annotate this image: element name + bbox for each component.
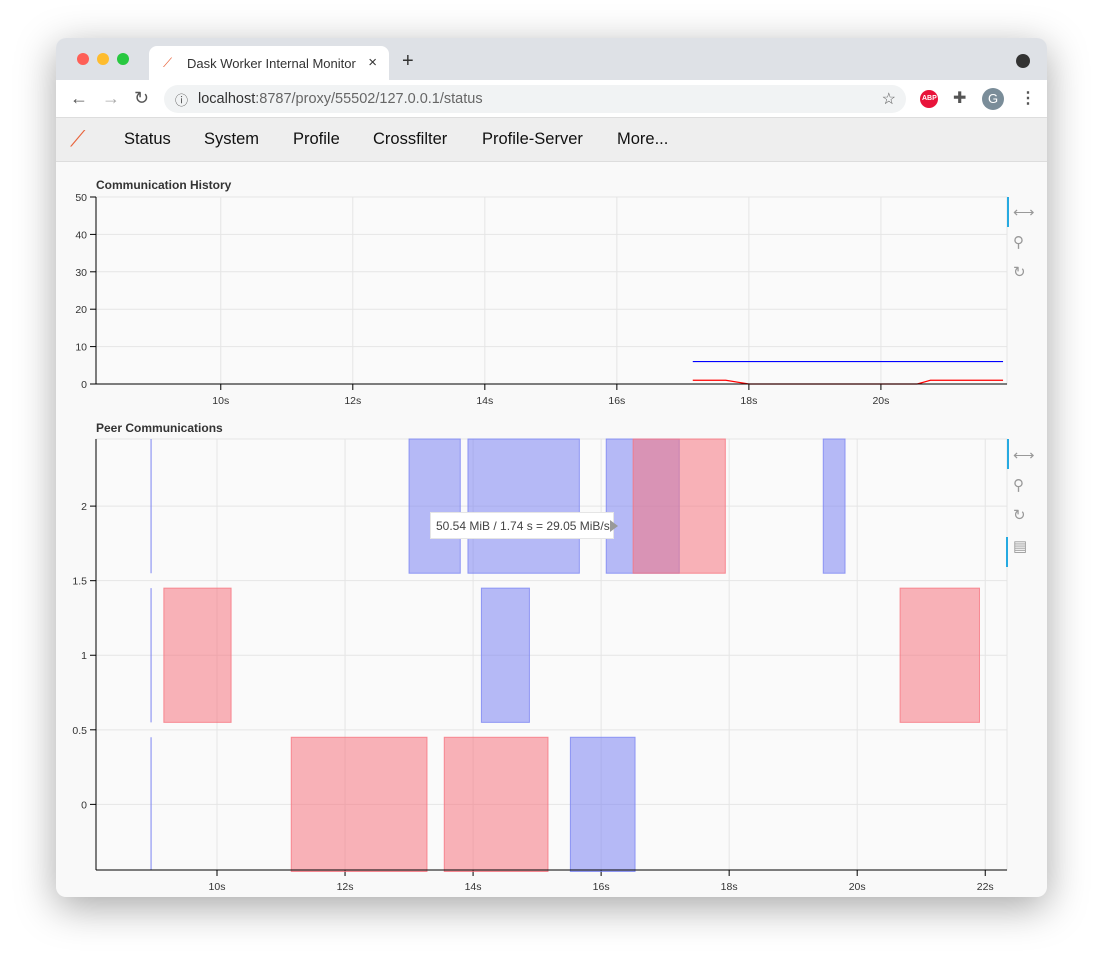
- x-tick-label: 16s: [593, 881, 610, 893]
- y-tick-label: 30: [75, 267, 87, 279]
- reset-tool-icon[interactable]: ↻: [1013, 264, 1026, 281]
- browser-tab[interactable]: ⟋ Dask Worker Internal Monitor ×: [149, 46, 389, 80]
- y-tick-label: 1: [81, 650, 87, 662]
- wheel-zoom-tool-icon[interactable]: ⚲: [1013, 477, 1024, 494]
- pan-tool-icon[interactable]: ⟷: [1013, 447, 1035, 464]
- x-tick-label: 18s: [740, 395, 757, 407]
- plot-area: [95, 196, 1008, 385]
- hover-tooltip: 50.54 MiB / 1.74 s = 29.05 MiB/s: [430, 512, 618, 539]
- y-tick-label: 1.5: [72, 576, 87, 588]
- transfer-rect-send: [632, 438, 726, 574]
- y-tick-label: 0.5: [72, 725, 87, 737]
- dask-favicon-icon: ⟋: [163, 55, 173, 70]
- x-tick-label: 10s: [209, 881, 226, 893]
- x-tick-label: 20s: [849, 881, 866, 893]
- chart-title-communication-history: Communication History: [96, 178, 232, 192]
- maximize-window-button[interactable]: [117, 53, 129, 65]
- transfer-rect-recv: [467, 438, 580, 574]
- nav-system[interactable]: System: [204, 130, 260, 148]
- nav-status[interactable]: Status: [124, 130, 171, 148]
- y-tick-label: 0: [81, 379, 87, 391]
- y-tick-label: 40: [75, 229, 87, 241]
- x-tick-label: 16s: [608, 395, 625, 407]
- x-tick-label: 12s: [337, 881, 354, 893]
- new-tab-icon[interactable]: +: [402, 50, 414, 72]
- y-tick-label: 2: [81, 501, 87, 513]
- transfer-rect-send: [163, 587, 232, 723]
- tab-title: Dask Worker Internal Monitor: [187, 56, 356, 71]
- transfer-rect-recv: [408, 438, 461, 574]
- transfer-rect-send: [443, 736, 549, 872]
- transfer-rect-send: [290, 736, 428, 872]
- hover-tool-icon[interactable]: ▤: [1013, 538, 1028, 555]
- wheel-zoom-tool-icon[interactable]: ⚲: [1013, 234, 1024, 251]
- tab-search-icon[interactable]: [1016, 54, 1030, 68]
- tab-bar: ⟋ Dask Worker Internal Monitor × +: [56, 38, 1047, 80]
- x-tick-label: 20s: [872, 395, 889, 407]
- chart-title-peer-communications: Peer Communications: [96, 421, 223, 435]
- browser-window: ⟋ Dask Worker Internal Monitor × + ← → ↻…: [56, 38, 1047, 897]
- back-icon[interactable]: ←: [70, 88, 88, 108]
- reload-icon[interactable]: ↻: [134, 88, 150, 108]
- x-tick-label: 12s: [344, 395, 361, 407]
- x-tick-label: 22s: [977, 881, 994, 893]
- pan-tool-icon[interactable]: ⟷: [1013, 204, 1035, 221]
- forward-icon[interactable]: →: [102, 88, 120, 108]
- adblock-icon[interactable]: ABP: [920, 90, 938, 108]
- transfer-rect-recv: [480, 587, 530, 723]
- y-tick-label: 20: [75, 304, 87, 316]
- x-tick-label: 10s: [212, 395, 229, 407]
- transfer-rect-send: [899, 587, 980, 723]
- nav-profile[interactable]: Profile: [293, 130, 340, 148]
- dask-logo-icon[interactable]: ⟋: [70, 126, 86, 151]
- info-icon: ⓘ: [175, 93, 189, 108]
- x-tick-label: 14s: [476, 395, 493, 407]
- y-tick-label: 0: [81, 799, 87, 811]
- profile-avatar[interactable]: G: [982, 88, 1004, 110]
- reset-tool-icon[interactable]: ↻: [1013, 507, 1026, 524]
- minimize-window-button[interactable]: [97, 53, 109, 65]
- transfer-rect-recv: [822, 438, 846, 574]
- close-tab-icon[interactable]: ×: [368, 54, 377, 71]
- url-host: localhost: [198, 91, 256, 107]
- x-tick-label: 18s: [721, 881, 738, 893]
- close-window-button[interactable]: [77, 53, 89, 65]
- bookmark-star-icon[interactable]: ☆: [881, 91, 896, 108]
- url-path: :8787/proxy/55502/127.0.0.1/status: [255, 91, 483, 107]
- nav-more[interactable]: More...: [617, 130, 669, 148]
- y-tick-label: 10: [75, 342, 87, 354]
- dask-navbar: ⟋ Status System Profile Crossfilter Prof…: [56, 118, 1047, 162]
- transfer-rect-recv: [569, 736, 636, 872]
- extensions-icon[interactable]: ✚: [953, 90, 967, 107]
- menu-icon[interactable]: ⋮: [1020, 90, 1036, 107]
- x-tick-label: 14s: [465, 881, 482, 893]
- browser-toolbar: ← → ↻ ⓘ localhost:8787/proxy/55502/127.0…: [56, 80, 1047, 118]
- y-tick-label: 50: [75, 192, 87, 204]
- nav-crossfilter[interactable]: Crossfilter: [373, 130, 448, 148]
- address-bar[interactable]: ⓘ localhost:8787/proxy/55502/127.0.0.1/s…: [164, 85, 906, 113]
- nav-profile-server[interactable]: Profile-Server: [482, 130, 583, 148]
